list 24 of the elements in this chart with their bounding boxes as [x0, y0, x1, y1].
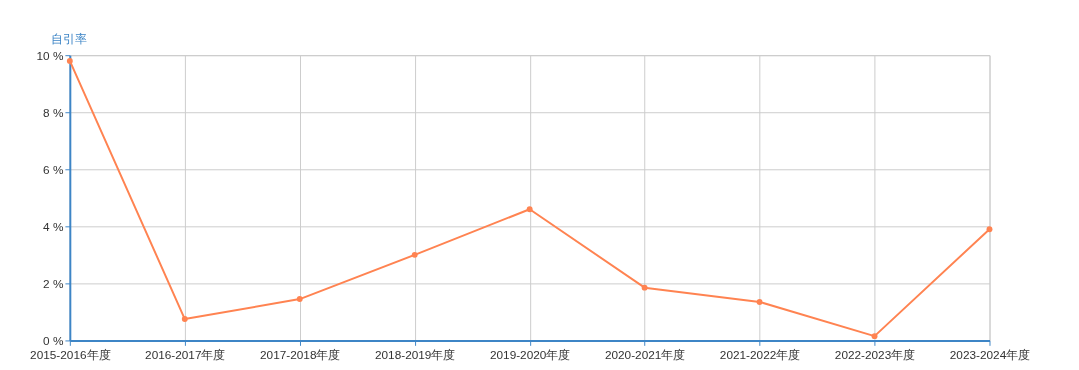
- point: [181, 316, 188, 322]
- y-axis-title: 自引率: [50, 31, 87, 46]
- x-tick-label: 2016-2017年度: [145, 347, 226, 362]
- y-tick-label: 4 %: [43, 219, 64, 234]
- y-tick-label: 8 %: [43, 105, 64, 120]
- y-tick-label: 6 %: [43, 162, 64, 177]
- point: [296, 296, 303, 303]
- y-tick-label: 0 %: [43, 333, 64, 348]
- point: [871, 333, 878, 340]
- x-tick-label: 2023-2024年度: [949, 347, 1031, 362]
- x-tick-label: 2020-2021年度: [604, 347, 686, 362]
- x-tick-label: 2018-2019年度: [374, 347, 456, 362]
- point: [986, 226, 993, 233]
- point: [526, 206, 533, 213]
- x-tick-label: 2021-2022年度: [719, 347, 801, 362]
- point: [411, 251, 418, 258]
- x-tick-label: 2017-2018年度: [260, 347, 341, 362]
- x-tick-label: 2015-2016年度: [30, 347, 111, 362]
- x-tick-label: 2022-2023年度: [834, 347, 916, 362]
- y-tick-label: 10 %: [36, 48, 64, 63]
- point: [641, 284, 648, 291]
- x-tick-label: 2019-2020年度: [489, 347, 571, 362]
- y-tick-label: 2 %: [43, 276, 64, 291]
- point: [756, 298, 763, 305]
